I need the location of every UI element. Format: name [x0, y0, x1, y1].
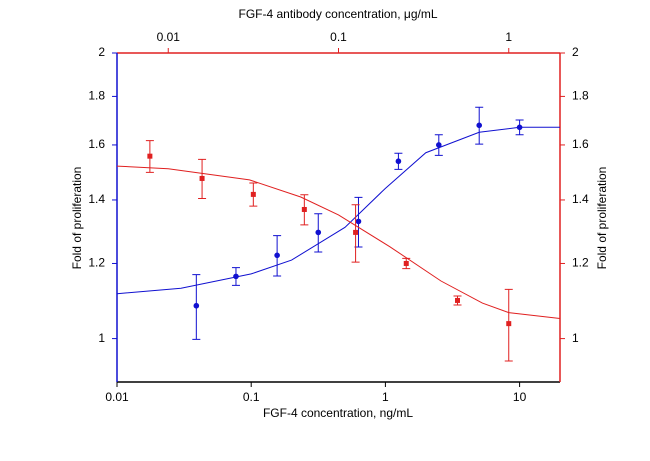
point [395, 158, 402, 165]
y2-tick-label: 1.4 [572, 192, 589, 206]
x2-axis-label: FGF-4 antibody concentration, μg/mL [238, 7, 437, 21]
x2-tick-label: 0.1 [330, 30, 347, 44]
x-tick-label: 0.01 [105, 390, 129, 404]
x2-tick-label: 1 [505, 30, 512, 44]
y-tick-label: 1 [98, 331, 105, 345]
point [454, 297, 460, 303]
y2-tick-label: 1.2 [572, 256, 589, 270]
y2-tick-label: 2 [572, 45, 579, 59]
point [355, 218, 362, 225]
fit-curve [116, 126, 560, 295]
y-tick-label: 1.8 [88, 89, 105, 103]
point [516, 124, 523, 131]
point [301, 206, 307, 212]
point [250, 191, 256, 197]
x-tick-label: 1 [382, 390, 389, 404]
x-axis-label: FGF-4 concentration, ng/mL [263, 406, 413, 420]
fit-curve [116, 165, 561, 319]
point [193, 302, 200, 309]
y-tick-label: 1.6 [88, 137, 105, 151]
y-axis-label: Fold of proliferation [70, 167, 84, 270]
y2-tick-label: 1.6 [572, 137, 589, 151]
point [476, 122, 483, 129]
point [274, 252, 280, 259]
point [199, 175, 205, 181]
y2-tick-label: 1 [572, 331, 579, 345]
point [436, 142, 442, 148]
point [315, 229, 322, 236]
y2-axis-label: Fold of proliferation [595, 167, 609, 270]
x-tick-label: 0.1 [243, 390, 260, 404]
point [147, 153, 153, 159]
x-tick-label: 10 [513, 390, 527, 404]
point [233, 273, 239, 280]
y-tick-label: 1.4 [88, 192, 105, 206]
point [353, 229, 359, 235]
y-tick-label: 1.2 [88, 256, 105, 270]
y2-tick-label: 1.8 [572, 89, 589, 103]
point [403, 260, 409, 266]
x2-tick-label: 0.01 [157, 30, 181, 44]
y-tick-label: 2 [98, 45, 105, 59]
point [506, 321, 512, 327]
